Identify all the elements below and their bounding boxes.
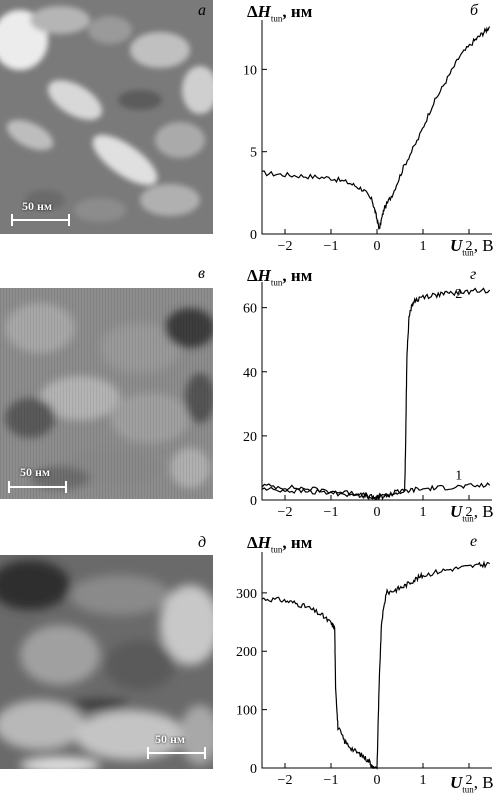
panel-letter-b: б (470, 2, 479, 19)
scale-label-a: 50 нм (22, 199, 53, 213)
panel-letter-a: а (198, 2, 206, 19)
chart-0-ytick-label: 5 (250, 146, 257, 161)
chart-f-ylabel: ΔHtun, нм (247, 533, 313, 555)
chart-0-xtick-label: 1 (420, 239, 427, 254)
panel-letter-e: д (198, 534, 207, 551)
scale-bar-c (8, 481, 67, 493)
chart-2-axes (261, 552, 492, 769)
chart-1-ytick-label: 20 (243, 430, 257, 445)
chart-0-ytick-label: 10 (243, 63, 257, 78)
chart-2-series-line (261, 560, 491, 770)
chart-2-xtick-label: 1 (420, 773, 427, 788)
chart-d-ylabel: ΔHtun, нм (247, 266, 313, 288)
scale-label-e: 50 нм (155, 732, 186, 746)
chart-2-xtick-label: −1 (324, 773, 339, 788)
chart-2-xtick-label: 0 (374, 773, 381, 788)
chart-2-xtick-label: −2 (278, 773, 293, 788)
chart-1-ytick-label: 0 (250, 494, 257, 509)
chart-d: −2 −1 0 1 2 0 20 40 60 1 2 г ΔHtun, нм Utun, B (0, 262, 500, 528)
chart-1-ytick-label: 40 (243, 366, 257, 381)
scale-bar-a (11, 214, 70, 226)
chart-1-series-line (261, 287, 491, 500)
chart-1-series-label: 1 (455, 468, 462, 483)
chart-1-xtick-label: 1 (420, 505, 427, 520)
stm-image-e (0, 555, 213, 769)
chart-0-xtick-label: 2 (466, 239, 473, 254)
panel-letter-d: г (470, 266, 477, 283)
chart-1-xtick-label: 2 (466, 505, 473, 520)
chart-1-ytick-label: 60 (243, 302, 257, 317)
chart-0-ytick-label: 0 (250, 228, 257, 243)
chart-f-xlabel: Utun, B (450, 773, 494, 795)
chart-f: −2 −1 0 1 2 0 100 200 300 е ΔHtun, нм Utun, B (0, 528, 500, 798)
chart-1-series-label: 2 (455, 287, 462, 302)
stm-image-c (0, 288, 213, 499)
panel-letter-f: е (470, 533, 478, 550)
chart-0-series-line (262, 26, 491, 230)
chart-0-axes (261, 20, 492, 235)
chart-1-xtick-label: −2 (278, 505, 293, 520)
chart-2-xtick-label: 2 (466, 773, 473, 788)
chart-2-ytick-label: 200 (236, 645, 257, 660)
chart-b-xlabel: Utun, B (450, 236, 494, 258)
chart-b-ylabel: ΔHtun, нм (247, 2, 313, 24)
chart-b: −2 −1 0 1 2 0 5 10 б ΔHtun, нм Utun, B (0, 0, 500, 262)
scale-label-c: 50 нм (20, 465, 51, 479)
chart-0-xtick-label: −2 (278, 239, 293, 254)
chart-2-ytick-label: 100 (236, 704, 257, 719)
chart-0-xtick-label: −1 (324, 239, 339, 254)
stm-image-a (0, 0, 213, 234)
chart-1-xtick-label: 0 (374, 505, 381, 520)
chart-1-xtick-label: −1 (324, 505, 339, 520)
chart-f-svg: −2 −1 0 1 2 0 100 200 300 (236, 552, 492, 788)
chart-b-svg: −2 −1 0 1 2 0 5 10 (243, 20, 492, 254)
panel-letter-c: в (198, 265, 205, 282)
chart-2-ytick-label: 300 (236, 587, 257, 602)
chart-0-xtick-label: 0 (374, 239, 381, 254)
chart-d-xlabel: Utun, B (450, 502, 494, 524)
scale-bar-e (147, 747, 206, 759)
chart-2-ytick-label: 0 (250, 762, 257, 777)
